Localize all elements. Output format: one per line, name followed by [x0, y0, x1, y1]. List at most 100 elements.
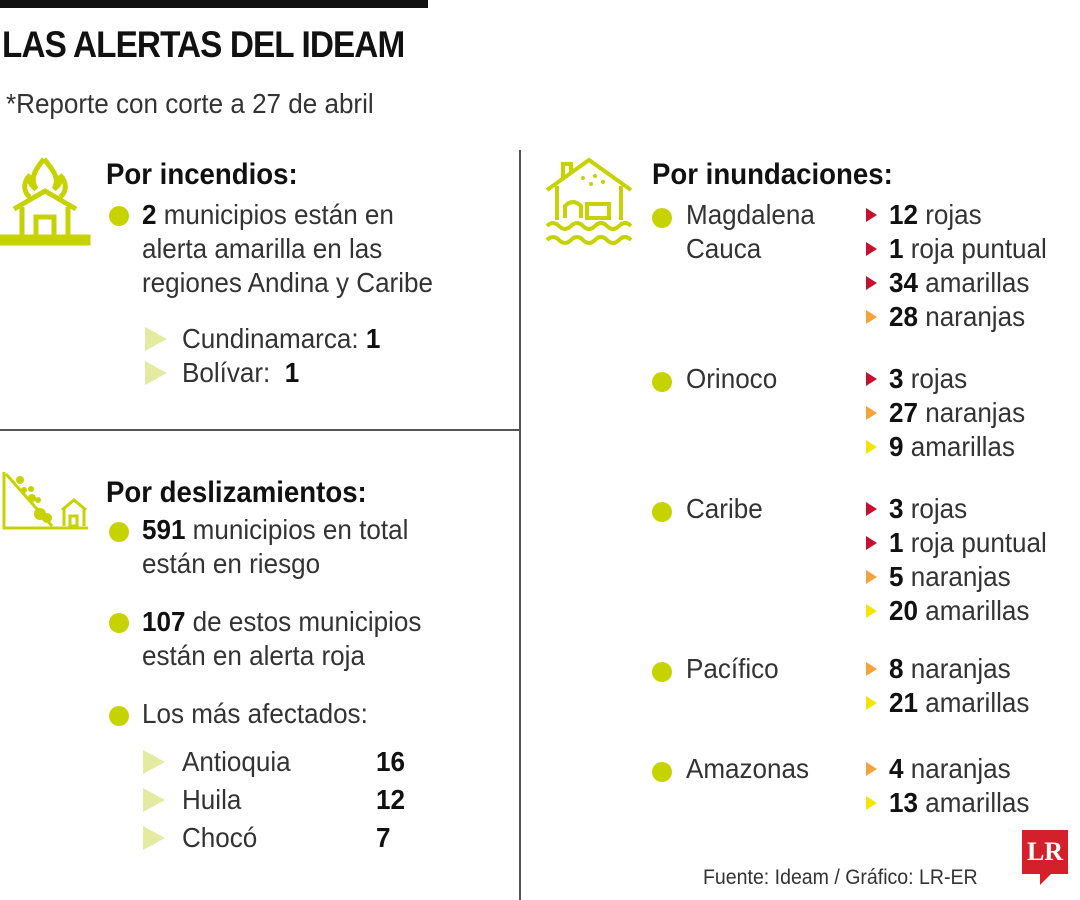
arrow-icon: [143, 826, 165, 850]
alert-label: amarillas: [910, 431, 1015, 462]
region-name: Caribe: [686, 493, 763, 524]
alert-label: rojas: [925, 199, 982, 230]
arrow-icon: [866, 310, 877, 324]
region-name: Amazonas: [686, 753, 810, 784]
alert-count: 34: [889, 267, 918, 298]
bullet-dot: [652, 762, 672, 782]
alert-count: 5: [889, 561, 904, 592]
alert-count: 12: [889, 199, 918, 230]
bullet-dot: [652, 208, 672, 228]
alert-item: 12 rojas: [889, 198, 982, 232]
alert-label: naranjas: [910, 561, 1011, 592]
arrow-icon: [866, 570, 877, 584]
alert-count: 21: [889, 687, 918, 718]
alert-label: naranjas: [925, 301, 1026, 332]
section-heading-incendios: Por incendios:: [106, 158, 298, 191]
alert-item: 21 amarillas: [889, 686, 1029, 720]
affected-region: Chocó: [182, 822, 258, 853]
source-credit: Fuente: Ideam / Gráfico: LR-ER: [703, 866, 978, 889]
bullet-dot: [109, 522, 129, 542]
bullet-dot: [652, 662, 672, 682]
alert-item: 3 rojas: [889, 362, 967, 396]
alert-count: 3: [889, 363, 904, 394]
alert-item: 13 amarillas: [889, 786, 1029, 820]
section-heading-deslizamientos: Por deslizamientos:: [106, 476, 367, 509]
flooded-house-icon: [545, 157, 633, 245]
affected-count: 12: [376, 784, 405, 815]
bullet-dot: [109, 206, 129, 226]
arrow-icon: [866, 242, 877, 256]
alert-label: roja puntual: [910, 233, 1047, 264]
alert-label: naranjas: [925, 397, 1026, 428]
region-name: Cauca: [686, 233, 762, 264]
alert-item: 5 naranjas: [889, 560, 1011, 594]
alert-item: 4 naranjas: [889, 752, 1011, 786]
arrow-icon: [866, 502, 877, 516]
region-name: Pacífico: [686, 653, 779, 684]
logo-tail: [1040, 873, 1052, 885]
alert-item: 9 amarillas: [889, 430, 1015, 464]
bullet-dot: [109, 706, 129, 726]
incendios-count: 2: [142, 199, 157, 230]
alert-label: amarillas: [925, 595, 1030, 626]
alert-label: rojas: [910, 363, 968, 394]
alert-count: 28: [889, 301, 918, 332]
alert-count: 27: [889, 397, 918, 428]
alert-count: 1: [889, 527, 904, 558]
alert-label: amarillas: [925, 687, 1030, 718]
arrow-icon: [866, 372, 877, 386]
alert-label: rojas: [910, 493, 968, 524]
alert-item: 3 rojas: [889, 492, 967, 526]
arrow-icon: [866, 762, 877, 776]
bullet-dot: [109, 613, 129, 633]
alert-item: 1 roja puntual: [889, 232, 1047, 266]
alert-count: 13: [889, 787, 918, 818]
deslizamientos-roja: 107 de estos municipios están en alerta …: [142, 606, 422, 671]
alert-item: 27 naranjas: [889, 396, 1025, 430]
arrow-icon: [866, 440, 877, 454]
alert-label: amarillas: [925, 267, 1030, 298]
bullet-dot: [652, 372, 672, 392]
arrow-icon: [866, 276, 877, 290]
list-item: Bolívar: 1: [182, 357, 300, 388]
top-rule: [0, 0, 428, 8]
alert-count: 1: [889, 233, 904, 264]
arrow-icon: [143, 788, 165, 812]
bullet-dot: [652, 502, 672, 522]
arrow-icon: [866, 604, 877, 618]
report-note: *Reporte con corte a 27 de abril: [6, 88, 374, 119]
list-item: Cundinamarca: 1: [182, 323, 381, 354]
summary-line: alerta amarilla en las: [142, 233, 383, 264]
deslizamientos-total: 591 municipios en total están en riesgo: [142, 514, 409, 579]
alert-label: naranjas: [910, 753, 1011, 784]
alert-count: 8: [889, 653, 904, 684]
section-heading-inundaciones: Por inundaciones:: [652, 158, 893, 191]
affected-region: Antioquia: [182, 746, 291, 777]
arrow-icon: [866, 208, 877, 222]
incendios-summary: 2 municipios están en alerta amarilla en…: [142, 198, 433, 300]
alert-label: amarillas: [925, 787, 1030, 818]
arrow-icon: [143, 750, 165, 774]
alert-count: 20: [889, 595, 918, 626]
vertical-divider: [519, 150, 521, 900]
arrow-icon: [866, 662, 877, 676]
arrow-icon: [866, 536, 877, 550]
arrow-icon: [866, 696, 877, 710]
arrow-icon: [145, 327, 167, 351]
alert-label: roja puntual: [910, 527, 1047, 558]
page-title: LAS ALERTAS DEL IDEAM: [2, 24, 405, 65]
alert-count: 3: [889, 493, 904, 524]
landslide-icon: [2, 472, 88, 530]
lr-logo: LR: [1022, 830, 1068, 874]
most-affected-label: Los más afectados:: [142, 698, 368, 729]
arrow-icon: [145, 361, 167, 385]
arrow-icon: [866, 406, 877, 420]
alert-item: 1 roja puntual: [889, 526, 1047, 560]
affected-region: Huila: [182, 784, 242, 815]
alert-count: 4: [889, 753, 904, 784]
affected-count: 7: [376, 822, 391, 853]
arrow-icon: [866, 796, 877, 810]
region-name: Magdalena: [686, 199, 815, 230]
summary-line: municipios están en: [163, 199, 394, 230]
alert-item: 8 naranjas: [889, 652, 1011, 686]
